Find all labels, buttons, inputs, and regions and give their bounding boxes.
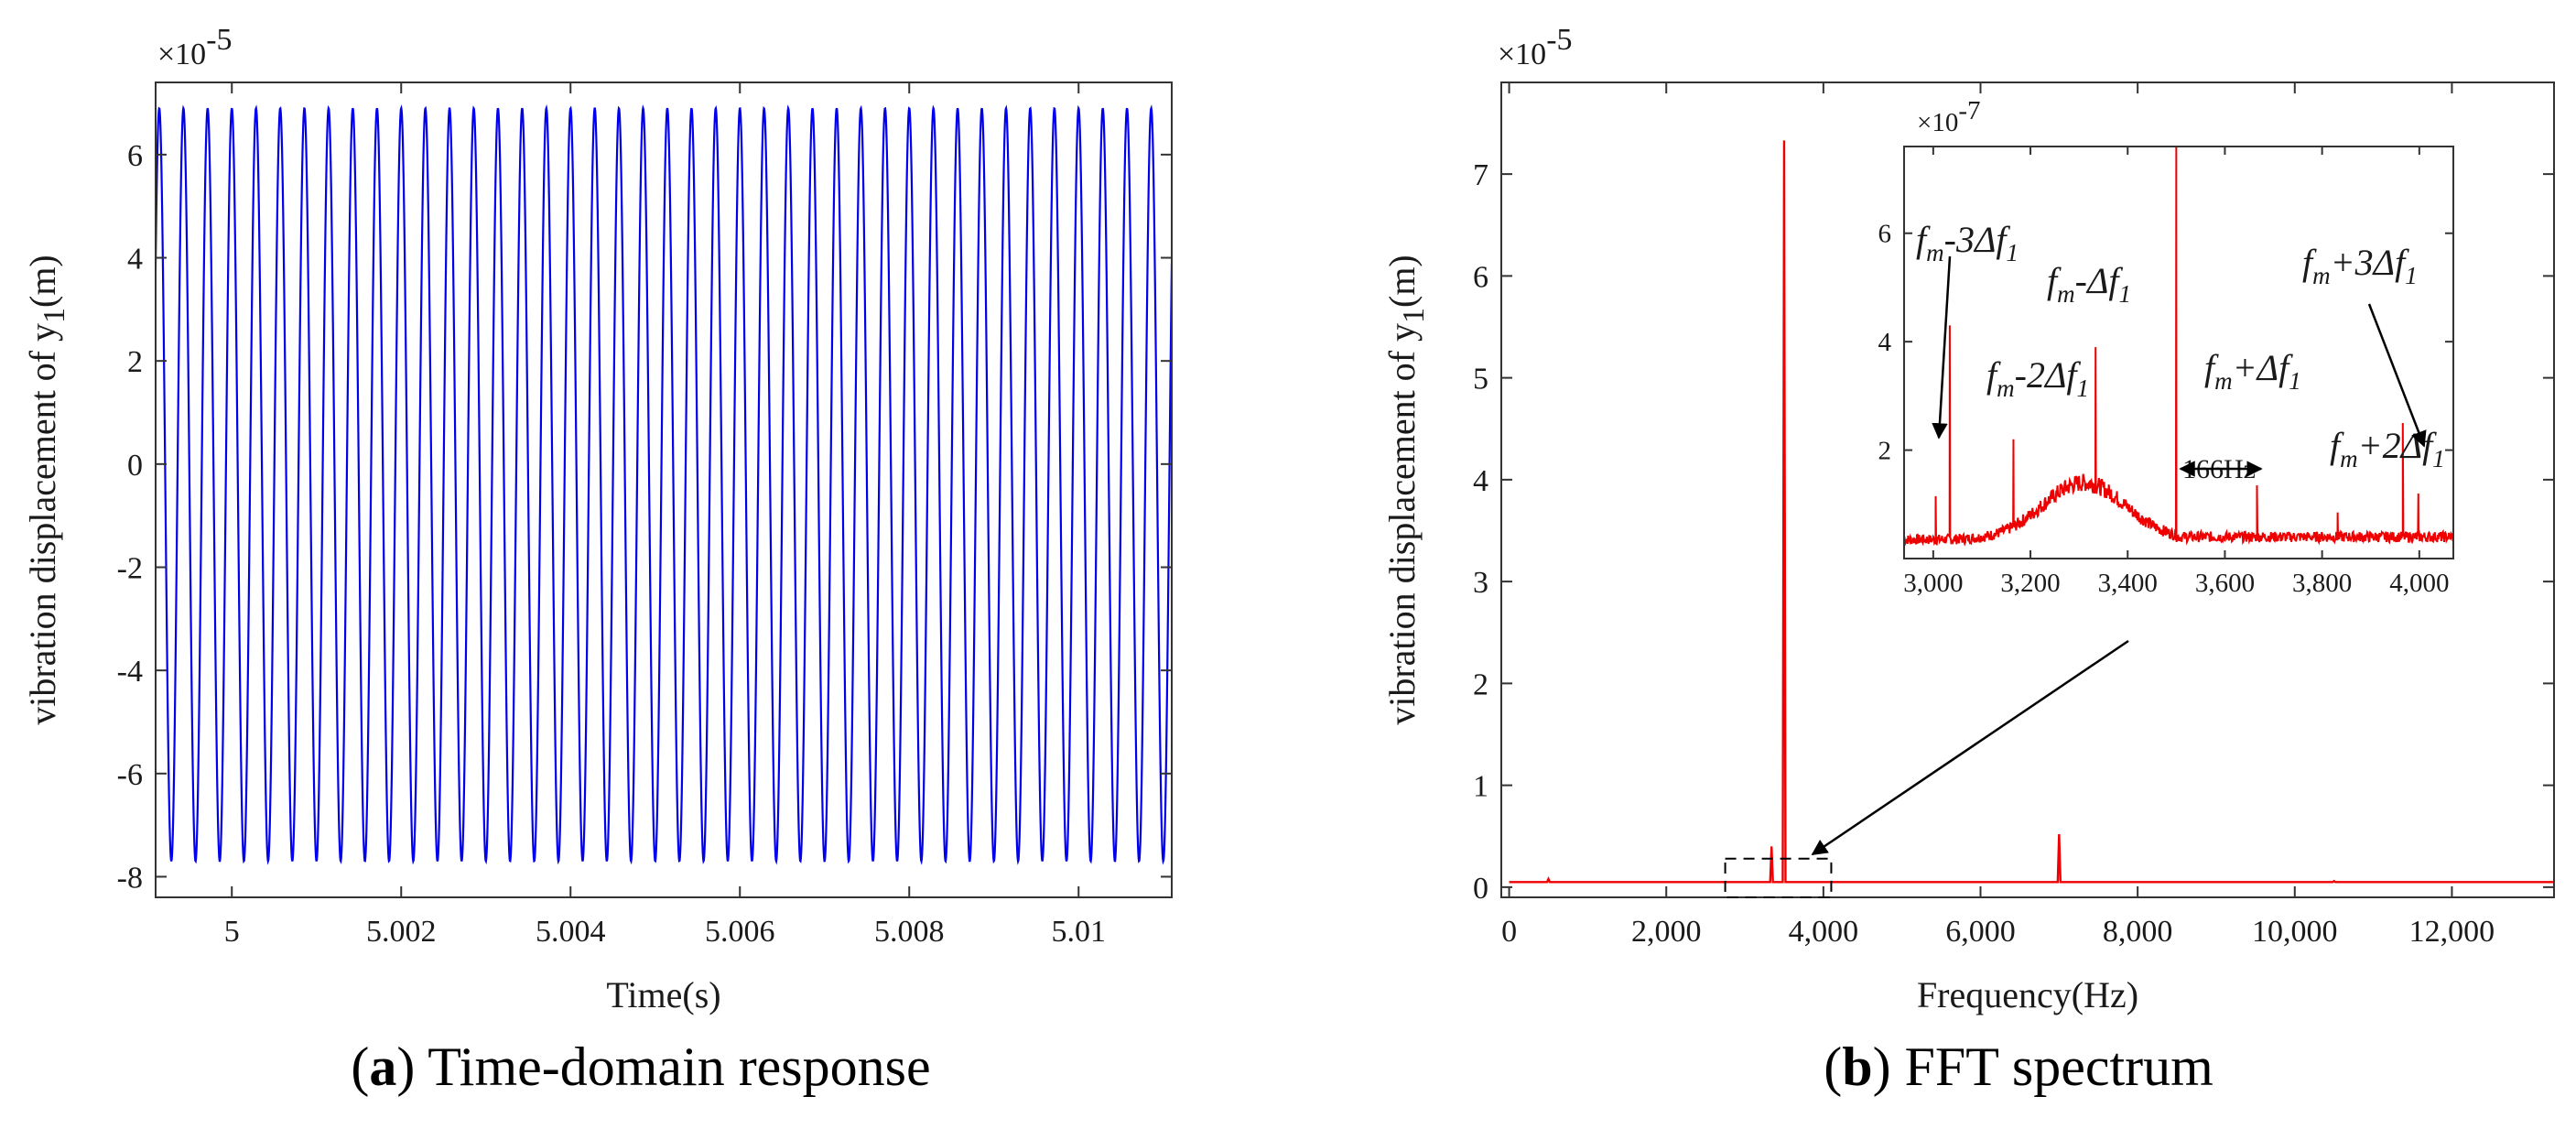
panel-a-x-label: Time(s): [606, 974, 720, 1015]
x-tick-label: 5: [224, 915, 240, 949]
x-tick-label: 12,000: [2409, 915, 2495, 949]
x-tick-label: 3,000: [1903, 569, 1963, 598]
y-tick-label: -6: [117, 758, 143, 792]
y-tick-label: 2: [127, 345, 143, 379]
x-tick-label: 6,000: [1945, 915, 2016, 949]
inset-spectrum-line: [1904, 147, 2453, 548]
y-tick-label: 3: [1473, 566, 1488, 600]
time-series-line: [156, 103, 1172, 865]
x-tick-label: 4,000: [2389, 569, 2449, 598]
y-tick-label: -2: [117, 551, 143, 585]
y-tick-label: 4: [127, 243, 143, 277]
panel-b-series: [1509, 140, 2554, 884]
fft-spectrum-line: [1509, 140, 2554, 884]
x-tick-label: 4,000: [1789, 915, 1859, 949]
panel-b-caption: (b) FFT spectrum: [1824, 1037, 2213, 1097]
y-tick-label: 6: [1878, 220, 1892, 249]
x-tick-label: 3,600: [2195, 569, 2255, 598]
y-tick-label: 2: [1878, 437, 1892, 466]
y-tick-label: -4: [117, 655, 143, 689]
arrow-fm-plus-3df: [2367, 303, 2427, 448]
inset-y-ticks: 2 4 6: [1878, 220, 2453, 466]
x-tick-label: 3,800: [2292, 569, 2352, 598]
panel-b-axes-box: [1500, 81, 2555, 898]
panel-b-y-label: vibration displacement of y1(m): [1381, 255, 1431, 725]
x-tick-label: 3,400: [2098, 569, 2158, 598]
y-tick-label: 4: [1878, 328, 1892, 357]
panel-a-y-ticks: -8 -6 -4 -2 0 2 4 6: [117, 139, 1172, 895]
panel-a-series: [156, 103, 1172, 865]
x-tick-label: 5.01: [1052, 915, 1107, 949]
panel-b: 0 2,000 4,000 6,000 8,000 10,000 12,000 0 1 2 3 4 5…: [1381, 23, 2555, 1097]
annotation-fm-minus-2df: fm-2Δf1: [1986, 354, 2089, 402]
inset-background: [1904, 147, 2453, 559]
inset-axes-box: [1903, 146, 2454, 559]
annotation-fm-minus-3df: fm-3Δf1: [1916, 219, 2019, 266]
panel-b-x-ticks: 0 2,000 4,000 6,000 8,000 10,000 12,000: [1501, 82, 2495, 949]
inset-exponent: ×10-7: [1917, 96, 1981, 137]
x-tick-label: 3,200: [2000, 569, 2060, 598]
y-tick-label: 7: [1473, 158, 1488, 192]
y-tick-label: 0: [127, 449, 143, 483]
panel-b-x-label: Frequency(Hz): [1917, 974, 2138, 1015]
annotation-fm-minus-df: fm-Δf1: [2047, 260, 2131, 308]
inset-zoom-plot: 3,000 3,200 3,400 3,600 3,800 4,000 2 4 6 ×10-7…: [1878, 96, 2454, 598]
annotation-fm-plus-3df: fm+3Δf1: [2302, 242, 2418, 289]
y-tick-label: 6: [127, 139, 143, 173]
inset-series: [1904, 147, 2453, 548]
y-tick-label: 0: [1473, 872, 1488, 906]
x-tick-label: 5.006: [705, 915, 775, 949]
panel-a-axes-box: [155, 81, 1173, 898]
x-tick-label: 2,000: [1631, 915, 1702, 949]
x-tick-label: 10,000: [2252, 915, 2338, 949]
x-tick-label: 5.008: [874, 915, 945, 949]
y-tick-label: 4: [1473, 464, 1488, 498]
x-tick-label: 5.004: [536, 915, 606, 949]
y-tick-label: 6: [1473, 260, 1488, 294]
panel-a: 5 5.002 5.004 5.006 5.008 5.01 -8 -6 -4 -2 0 2 4 6 ×…: [22, 23, 1173, 1097]
y-tick-label: 2: [1473, 668, 1488, 701]
panel-b-exponent: ×10-5: [1498, 23, 1573, 71]
x-tick-label: 0: [1501, 915, 1517, 949]
arrow-fm-minus-3df: [1932, 255, 1952, 440]
panel-a-y-label: vibration displacement of y1(m): [22, 255, 71, 725]
zoom-arrow: [1811, 639, 2129, 856]
panel-a-exponent: ×10-5: [157, 23, 233, 71]
inset-x-ticks: 3,000 3,200 3,400 3,600 3,800 4,000: [1903, 147, 2449, 598]
annotation-fm-plus-df: fm+Δf1: [2204, 347, 2301, 395]
panel-a-x-ticks: 5 5.002 5.004 5.006 5.008 5.01: [224, 82, 1106, 949]
y-tick-label: 5: [1473, 363, 1488, 396]
panel-a-caption: (a) Time-domain response: [351, 1037, 930, 1097]
x-tick-label: 8,000: [2103, 915, 2173, 949]
panel-b-y-ticks: 0 1 2 3 4 5 6 7: [1473, 158, 2554, 906]
x-tick-label: 5.002: [366, 915, 437, 949]
y-tick-label: -8: [117, 861, 143, 895]
y-tick-label: 1: [1473, 770, 1488, 804]
